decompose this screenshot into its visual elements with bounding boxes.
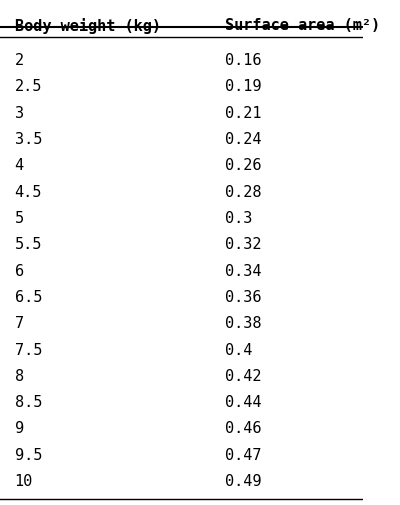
Text: 10: 10 <box>14 473 33 488</box>
Text: 0.47: 0.47 <box>225 447 261 462</box>
Text: Body weight (kg): Body weight (kg) <box>14 18 160 34</box>
Text: 0.36: 0.36 <box>225 289 261 305</box>
Text: Surface area (m²): Surface area (m²) <box>225 18 380 33</box>
Text: 0.28: 0.28 <box>225 184 261 199</box>
Text: 7.5: 7.5 <box>14 342 42 357</box>
Text: 0.38: 0.38 <box>225 316 261 331</box>
Text: 0.3: 0.3 <box>225 211 252 226</box>
Text: 2.5: 2.5 <box>14 79 42 94</box>
Text: 0.42: 0.42 <box>225 368 261 383</box>
Text: 4: 4 <box>14 158 24 173</box>
Text: 5: 5 <box>14 211 24 226</box>
Text: 0.26: 0.26 <box>225 158 261 173</box>
Text: 3.5: 3.5 <box>14 132 42 147</box>
Text: 0.46: 0.46 <box>225 421 261 436</box>
Text: 0.32: 0.32 <box>225 237 261 252</box>
Text: 0.44: 0.44 <box>225 394 261 410</box>
Text: 6: 6 <box>14 263 24 278</box>
Text: 3: 3 <box>14 106 24 121</box>
Text: 9: 9 <box>14 421 24 436</box>
Text: 0.19: 0.19 <box>225 79 261 94</box>
Text: 0.49: 0.49 <box>225 473 261 488</box>
Text: 4.5: 4.5 <box>14 184 42 199</box>
Text: 0.24: 0.24 <box>225 132 261 147</box>
Text: 5.5: 5.5 <box>14 237 42 252</box>
Text: 0.16: 0.16 <box>225 53 261 68</box>
Text: 6.5: 6.5 <box>14 289 42 305</box>
Text: 9.5: 9.5 <box>14 447 42 462</box>
Text: 0.21: 0.21 <box>225 106 261 121</box>
Text: 0.34: 0.34 <box>225 263 261 278</box>
Text: 8: 8 <box>14 368 24 383</box>
Text: 7: 7 <box>14 316 24 331</box>
Text: 2: 2 <box>14 53 24 68</box>
Text: 8.5: 8.5 <box>14 394 42 410</box>
Text: 0.4: 0.4 <box>225 342 252 357</box>
